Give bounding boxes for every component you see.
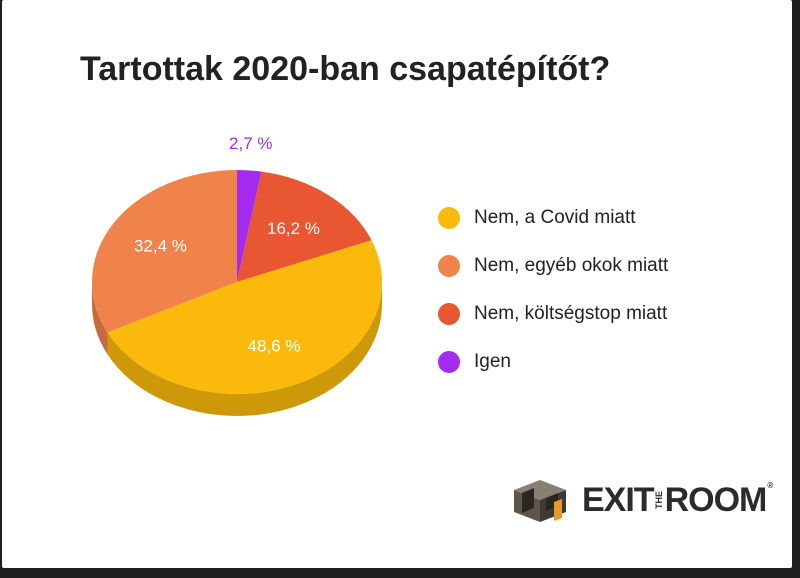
pie-data-label: 32,4 %: [134, 237, 187, 256]
pie-slice: [237, 171, 372, 282]
legend-label: Nem, költségstop miatt: [474, 303, 668, 324]
chart-title: Tartottak 2020-ban csapatépítőt?: [80, 50, 611, 88]
logo-icon: [514, 480, 566, 522]
legend-label: Nem, egyéb okok miatt: [474, 255, 669, 276]
pie-slices: [91, 170, 382, 395]
logo-exit: EXIT: [582, 480, 655, 519]
legend-item: Nem, költségstop miatt: [438, 302, 668, 326]
logo-room: ROOM: [664, 480, 768, 519]
pie-slice: [107, 240, 382, 395]
pie-sides: [92, 282, 382, 416]
pie-slice: [91, 170, 237, 333]
chart-card: Tartottak 2020-ban csapatépítőt? 2,7 % 16…: [2, 0, 792, 568]
legend-item: Nem, a Covid miatt: [438, 206, 668, 230]
legend-item: Nem, egyéb okok miatt: [438, 254, 668, 278]
legend: Nem, a Covid miatt Nem, egyéb okok miatt…: [438, 206, 668, 398]
pie-slice: [237, 170, 262, 282]
logo-registered: ®: [767, 480, 773, 490]
pie-chart: 2,7 % 16,2 % 48,6 % 32,4 %: [91, 134, 382, 416]
legend-swatch: [438, 303, 460, 325]
pie-data-label: 16,2 %: [267, 219, 320, 238]
legend-swatch: [438, 207, 460, 229]
legend-swatch: [438, 351, 460, 373]
legend-label: Nem, a Covid miatt: [474, 207, 636, 228]
exit-the-room-logo: EXIT THE ROOM ®: [510, 476, 773, 524]
legend-item: Igen: [438, 350, 668, 374]
legend-label: Igen: [474, 351, 511, 372]
pie-data-label: 48,6 %: [248, 336, 301, 355]
logo-the: THE: [653, 491, 664, 509]
pie-data-label: 2,7 %: [229, 134, 272, 153]
logo-wordmark: EXIT THE ROOM ®: [582, 480, 773, 520]
pie-slice-side: [92, 282, 108, 355]
legend-swatch: [438, 255, 460, 277]
pie-slice-side: [107, 282, 382, 416]
pie-labels: 2,7 % 16,2 % 48,6 % 32,4 %: [134, 134, 320, 355]
